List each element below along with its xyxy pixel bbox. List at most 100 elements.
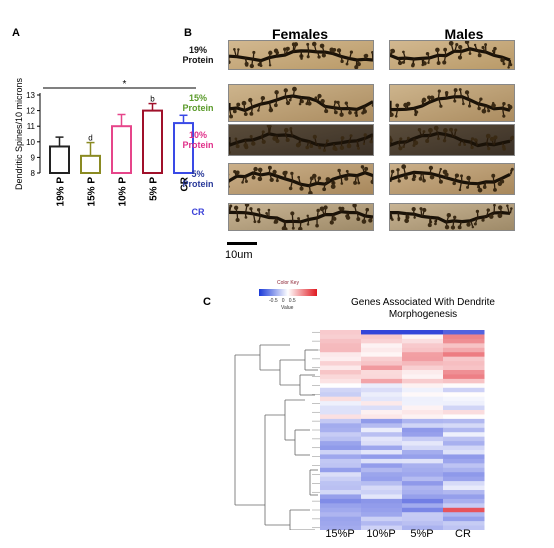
heatmap-cell <box>443 374 485 380</box>
row-label-line1: CR <box>191 207 205 217</box>
y-tick-label: 11 <box>27 122 36 131</box>
heatmap-cell <box>402 494 444 500</box>
heatmap-cell <box>443 472 485 478</box>
heatmap-cell <box>361 432 403 438</box>
heatmap-cell <box>361 338 403 344</box>
heatmap-cell <box>320 410 362 415</box>
heatmap-cell <box>320 525 362 531</box>
x-tick-label: 19% P <box>56 177 67 207</box>
panel-c-letter: C <box>203 296 211 308</box>
heatmap-cell <box>402 427 444 433</box>
heatmap-cell <box>361 485 403 491</box>
row-label-line1: 15% <box>188 93 207 103</box>
heatmap-cell <box>443 507 485 513</box>
heatmap-cell <box>361 405 403 411</box>
heatmap-cell <box>443 343 485 349</box>
heatmap-cell <box>320 490 362 495</box>
heatmap-col-5p: 5%P <box>410 528 434 540</box>
heatmap-cell <box>402 361 444 367</box>
heatmap-cell <box>402 343 444 349</box>
heatmap-cell <box>402 472 444 478</box>
heatmap-cell <box>361 445 403 451</box>
heatmap-cell <box>320 374 362 380</box>
heatmap-cell <box>361 481 403 487</box>
heatmap-cell <box>320 414 362 420</box>
color-key-gradient <box>259 289 317 296</box>
heatmap-col-15p: 15%P <box>325 528 355 540</box>
heatmap-cell <box>320 481 362 487</box>
heatmap-cell <box>443 361 485 367</box>
y-axis-label: Dendritic Spines/10 microns <box>14 77 24 190</box>
heatmap-cell <box>443 334 485 340</box>
heatmap-cell <box>320 352 362 358</box>
heatmap-cell <box>443 356 485 362</box>
heatmap-cell <box>361 356 403 362</box>
heatmap-cell <box>402 401 444 407</box>
heatmap-cell <box>320 450 362 455</box>
heatmap-cell <box>443 414 485 420</box>
heatmap-cell <box>320 494 362 500</box>
heatmap-cell <box>443 396 485 402</box>
heatmap-cell <box>402 436 444 442</box>
row-label-1: 15% Protein <box>168 93 228 113</box>
x-tick-label: 15% P <box>87 177 98 207</box>
heatmap-cell <box>361 387 403 393</box>
bar-annotation: d <box>88 134 92 143</box>
heatmap-cell <box>402 498 444 504</box>
heatmap-cell <box>443 338 485 344</box>
heatmap-cell <box>320 427 362 433</box>
heatmap-cell <box>443 410 485 415</box>
heatmap-cell <box>402 458 444 464</box>
heatmap-cell <box>443 418 485 424</box>
row-label-line2: Protein <box>182 103 214 113</box>
bar-10p <box>111 125 132 174</box>
heatmap-cell <box>320 441 362 447</box>
heatmap-cell <box>402 347 444 353</box>
color-key: Color Key -0.5 0 0.5 Value <box>255 280 321 318</box>
heatmap-cell <box>361 334 403 340</box>
heatmap-cell <box>320 378 362 384</box>
heatmap-cell <box>361 450 403 455</box>
heatmap-cell <box>361 347 403 353</box>
heatmap-cell <box>402 490 444 495</box>
heatmap-cell <box>402 378 444 384</box>
heatmap-cell <box>443 476 485 482</box>
heatmap-cell <box>402 352 444 358</box>
micrograph-female-row-4 <box>228 203 374 231</box>
color-key-ticks: -0.5 0 0.5 <box>269 298 296 304</box>
heatmap-cell <box>443 516 485 522</box>
row-label-line1: 19% <box>188 45 207 55</box>
heatmap-cell <box>320 516 362 522</box>
y-tick-label: 9 <box>31 153 36 162</box>
heatmap-cell <box>443 423 485 429</box>
heatmap-cell <box>361 401 403 407</box>
heatmap-cell <box>443 365 485 371</box>
heatmap-cell <box>361 525 403 531</box>
x-tick-label: CR <box>180 176 191 191</box>
row-label-line1: 10% <box>188 130 207 140</box>
bar-5p <box>142 109 163 174</box>
heatmap-cell <box>320 383 362 389</box>
heatmap-cell <box>320 467 362 473</box>
heatmap-cell <box>320 401 362 407</box>
panel-b-letter: B <box>184 27 192 39</box>
females-column-header: Females <box>271 26 329 42</box>
heatmap-cell <box>320 387 362 393</box>
heatmap-cell <box>320 454 362 460</box>
heatmap-cell <box>402 454 444 460</box>
heatmap-cell <box>320 330 362 335</box>
heatmap-cell <box>402 503 444 509</box>
heatmap-cell <box>320 423 362 429</box>
heatmap-cell <box>402 356 444 362</box>
heatmap-cell <box>402 481 444 487</box>
heatmap-cell <box>361 521 403 527</box>
heatmap-cell <box>320 507 362 513</box>
row-label-0: 19% Protein <box>168 45 228 65</box>
micrograph-male-row-1 <box>389 84 515 122</box>
heatmap-cell <box>361 436 403 442</box>
heatmap-cell <box>320 463 362 469</box>
heatmap-cell <box>402 405 444 411</box>
heatmap-cell <box>361 503 403 509</box>
scale-bar-label: 10um <box>225 249 253 261</box>
heatmap-cell <box>320 405 362 411</box>
